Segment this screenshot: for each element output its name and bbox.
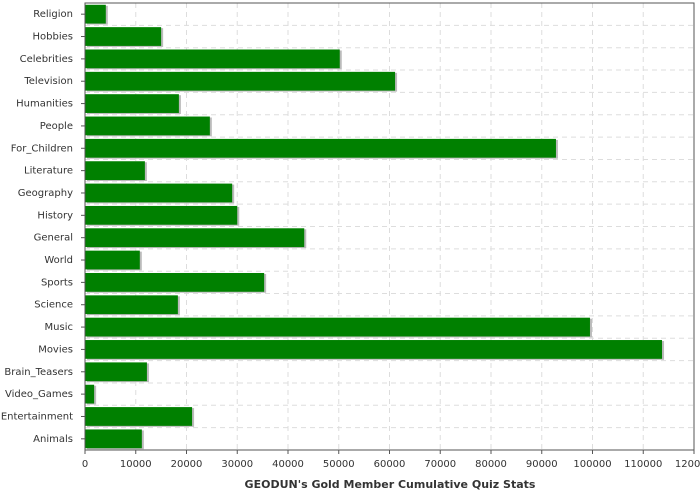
bar [85, 429, 142, 449]
y-tick-label: General [34, 233, 73, 244]
chart-title: GEODUN's Gold Member Cumulative Quiz Sta… [245, 478, 536, 491]
y-tick-label: World [44, 255, 73, 266]
bar [85, 116, 210, 136]
y-tick-label: Hobbies [33, 32, 73, 43]
x-tick-label: 80000 [475, 459, 507, 470]
bar [85, 27, 162, 46]
bar [85, 228, 305, 248]
y-tick-label: Sports [41, 277, 73, 288]
x-tick-label: 20000 [171, 459, 203, 470]
bar [85, 205, 238, 225]
y-tick-label: Geography [18, 188, 73, 199]
plot-frame [84, 2, 695, 451]
y-tick-label: For_Children [11, 143, 73, 154]
y-tick-label: Television [23, 76, 73, 87]
y-tick-label: Science [34, 300, 73, 311]
x-tick-label: 100000 [573, 459, 611, 470]
x-tick-label: 0 [82, 459, 88, 470]
x-tick-label: 110000 [624, 459, 662, 470]
y-tick-label: Movies [38, 344, 73, 355]
bar [85, 384, 95, 404]
bar [85, 340, 663, 359]
x-tick-label: 30000 [221, 459, 253, 470]
y-tick-label: People [40, 121, 73, 132]
bar [85, 4, 106, 24]
bar [85, 94, 179, 113]
bar [85, 362, 147, 382]
y-tick-label: Brain_Teasers [4, 367, 73, 378]
bar [85, 407, 193, 426]
y-tick-label: Entertainment [1, 411, 73, 422]
y-tick-label: Literature [24, 166, 73, 177]
bar [85, 161, 145, 181]
x-tick-label: 40000 [272, 459, 304, 470]
x-tick-label: 90000 [526, 459, 558, 470]
x-tick-label: 10000 [120, 459, 152, 470]
y-tick-label: History [37, 210, 73, 221]
bar [85, 49, 340, 69]
bar [85, 183, 233, 203]
x-tick-label: 50000 [323, 459, 355, 470]
bar [85, 138, 556, 158]
y-tick-label: Video_Games [5, 389, 73, 400]
x-tick-label: 70000 [424, 459, 456, 470]
x-tick-label: 120000 [675, 459, 700, 470]
x-tick-label: 60000 [374, 459, 406, 470]
bar [85, 317, 590, 337]
y-tick-label: Humanities [16, 99, 73, 110]
y-tick-label: Celebrities [20, 54, 73, 65]
bar [85, 272, 265, 292]
bar [85, 295, 178, 315]
y-tick-label: Music [45, 322, 73, 333]
y-tick-label: Animals [33, 434, 73, 445]
bar [85, 71, 396, 91]
bar [85, 250, 140, 270]
y-tick-label: Religion [33, 9, 73, 20]
